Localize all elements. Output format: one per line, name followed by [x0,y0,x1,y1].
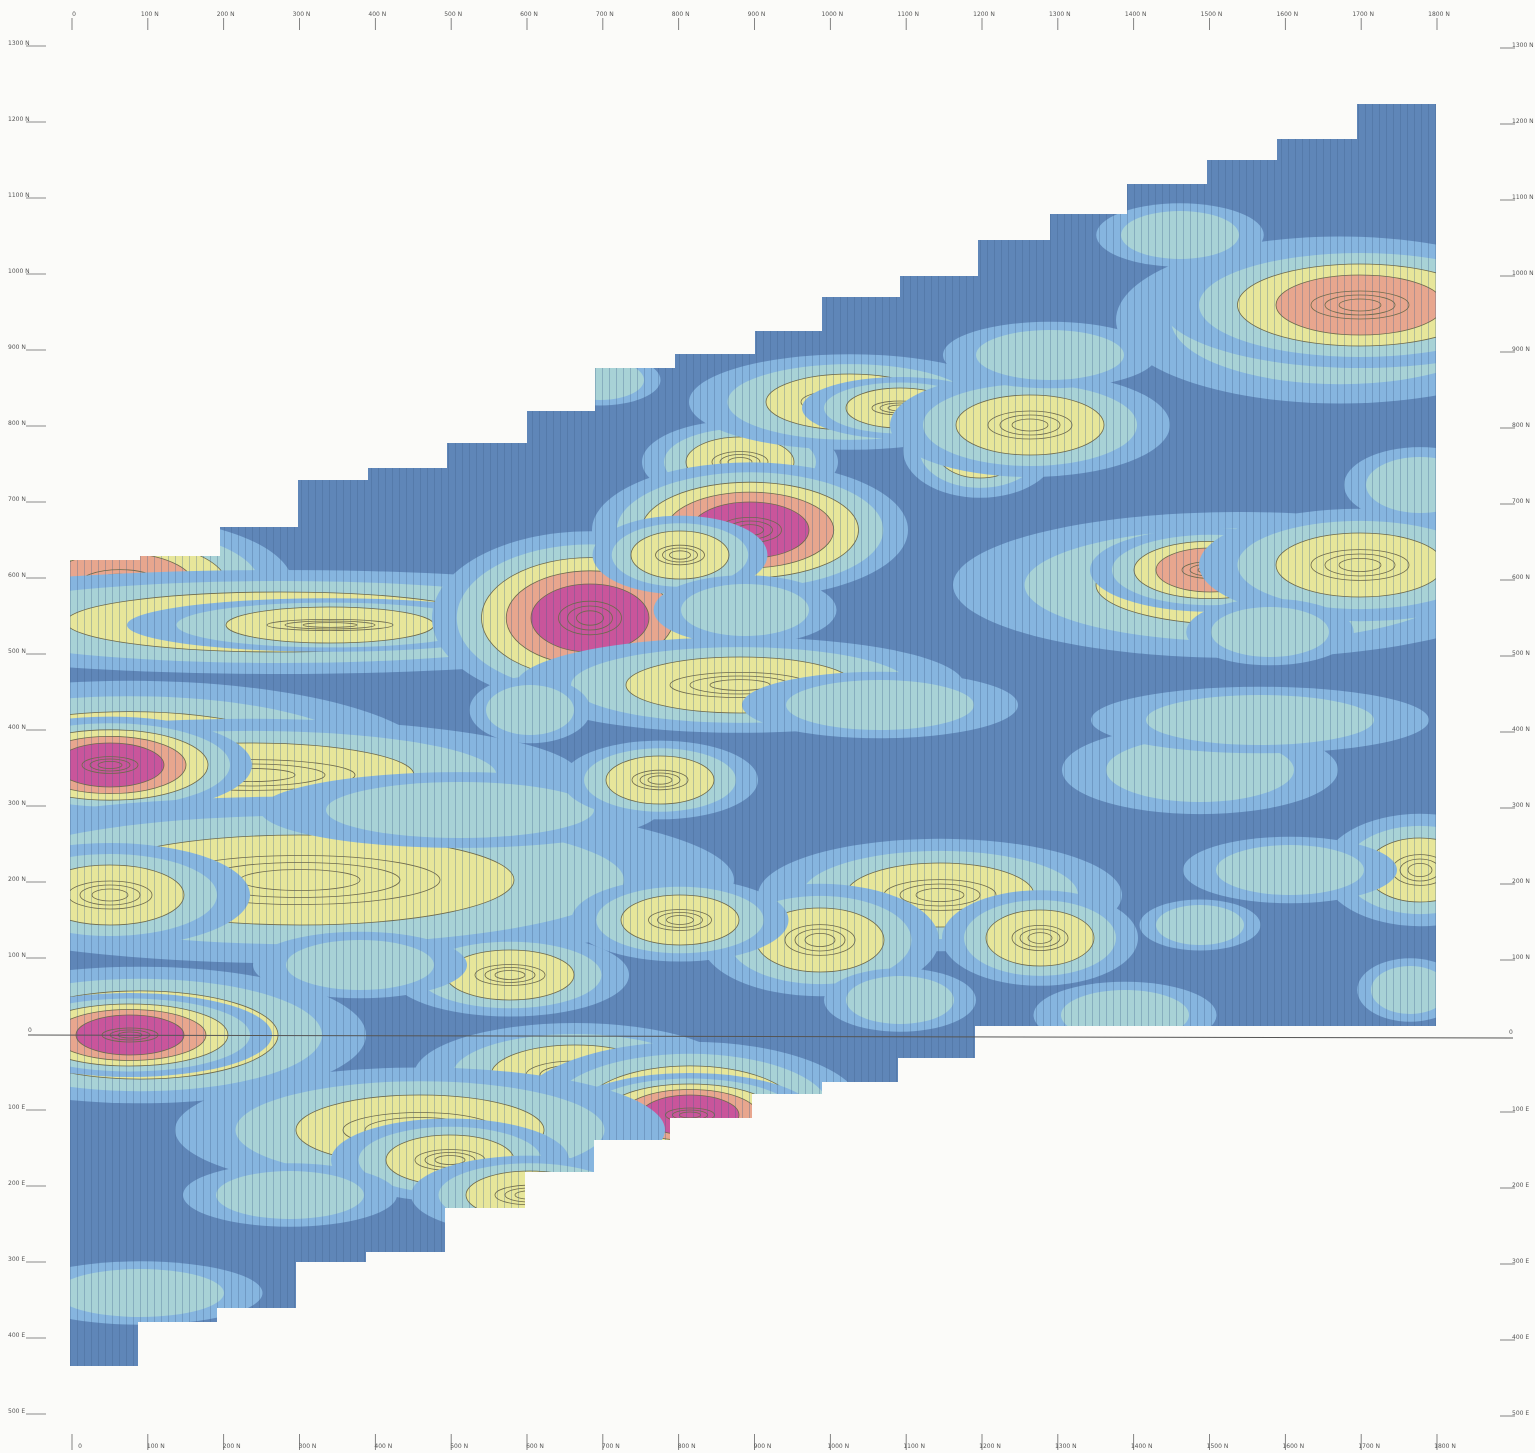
right-tick-label: 0 [1509,1029,1513,1036]
top-tick-label: 100 N [141,11,159,18]
left-tick-label: 100 E [8,1104,25,1111]
bottom-tick-label: 200 N [223,1443,241,1450]
bottom-tick-label: 0 [78,1443,82,1450]
top-tick-label: 1500 N [1201,11,1223,18]
right-tick-label: 200 N [1512,878,1530,885]
bottom-axis: 0 100 N 200 N 300 N 400 N 500 N 600 N 700 N 800 … [71,1434,1456,1450]
right-tick-label: 400 N [1512,726,1530,733]
top-tick-label: 300 N [293,11,311,18]
left-tick-label: 500 N [8,648,26,655]
top-tick-label: 1300 N [1049,11,1071,18]
bottom-tick-label: 1200 N [979,1443,1001,1450]
right-tick-label: 1000 N [1512,270,1534,277]
top-tick-label: 1000 N [821,11,843,18]
top-tick-label: 1400 N [1125,11,1147,18]
right-tick-label: 500 N [1512,650,1530,657]
top-tick-label: 700 N [596,11,614,18]
left-axis: 1300 N 1200 N 1100 N 1000 N 900 N 800 N 700 N 6… [8,40,46,1415]
bottom-tick-label: 1600 N [1282,1443,1304,1450]
bottom-tick-label: 300 N [299,1443,317,1450]
left-tick-label: 1300 N [8,40,30,47]
bottom-tick-label: 900 N [754,1443,772,1450]
left-tick-label: 400 N [8,724,26,731]
right-tick-label: 700 N [1512,498,1530,505]
bottom-tick-label: 800 N [678,1443,696,1450]
left-tick-label: 600 N [8,572,26,579]
left-tick-label: 800 N [8,420,26,427]
top-tick-label: 1600 N [1276,11,1298,18]
right-tick-label: 800 N [1512,422,1530,429]
left-tick-label: 900 N [8,344,26,351]
right-tick-label: 600 N [1512,574,1530,581]
top-tick-label: 0 [72,11,76,18]
right-tick-label: 100 N [1512,954,1530,961]
left-tick-label: 200 E [8,1180,25,1187]
top-tick-label: 1800 N [1428,11,1450,18]
left-tick-label: 300 E [8,1256,25,1263]
bottom-tick-label: 1300 N [1055,1443,1077,1450]
bottom-tick-label: 1000 N [827,1443,849,1450]
right-tick-label: 100 E [1512,1106,1529,1113]
top-tick-label: 800 N [672,11,690,18]
bottom-tick-label: 600 N [526,1443,544,1450]
top-tick-label: 900 N [748,11,766,18]
bottom-tick-label: 1500 N [1207,1443,1229,1450]
bottom-tick-label: 1400 N [1131,1443,1153,1450]
left-tick-label: 400 E [8,1332,25,1339]
right-tick-label: 400 E [1512,1334,1529,1341]
top-tick-label: 400 N [368,11,386,18]
top-tick-label: 1700 N [1352,11,1374,18]
right-tick-label: 1300 N [1512,42,1534,49]
baseline-zero [27,1034,1514,1039]
right-tick-label: 300 N [1512,802,1530,809]
left-tick-label: 200 N [8,876,26,883]
left-tick-label: 300 N [8,800,26,807]
top-tick-label: 200 N [217,11,235,18]
right-tick-label: 300 E [1512,1258,1529,1265]
top-tick-label: 500 N [444,11,462,18]
right-tick-label: 200 E [1512,1182,1529,1189]
survey-lines-texture [70,104,1436,1366]
left-tick-label: 1100 N [8,192,30,199]
left-tick-label: 0 [28,1027,32,1034]
bottom-tick-label: 1100 N [903,1443,925,1450]
left-tick-label: 500 E [8,1408,25,1415]
left-tick-label: 100 N [8,952,26,959]
bottom-tick-label: 700 N [602,1443,620,1450]
bottom-tick-label: 500 N [450,1443,468,1450]
top-tick-label: 1100 N [897,11,919,18]
bottom-tick-label: 1700 N [1358,1443,1380,1450]
top-tick-label: 1200 N [973,11,995,18]
bottom-tick-label: 1800 N [1434,1443,1456,1450]
right-tick-label: 900 N [1512,346,1530,353]
right-axis: 1300 N 1200 N 1100 N 1000 N 900 N 800 N 700 N 6… [1500,42,1534,1417]
top-tick-label: 600 N [520,11,538,18]
left-tick-label: 1000 N [8,268,30,275]
right-tick-label: 1100 N [1512,194,1534,201]
bottom-tick-label: 400 N [374,1443,392,1450]
top-axis: 0 100 N 200 N 300 N 400 N 500 N 600 N 700 N 800 … [71,11,1450,30]
left-tick-label: 700 N [8,496,26,503]
right-tick-label: 1200 N [1512,118,1534,125]
bottom-tick-label: 100 N [147,1443,165,1450]
right-tick-label: 500 E [1512,1410,1529,1417]
left-tick-label: 1200 N [8,116,30,123]
